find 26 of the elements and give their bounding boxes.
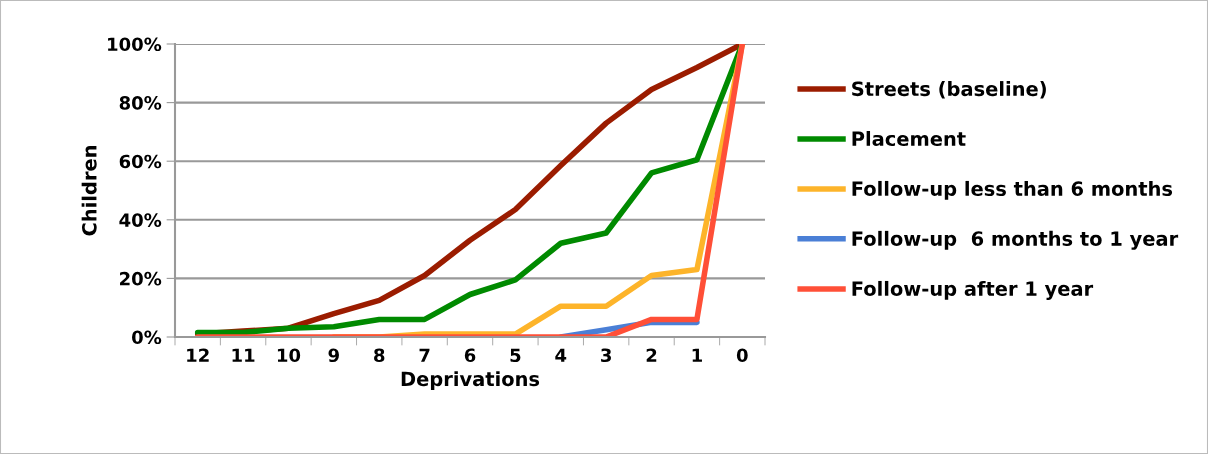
x-tick-label: 0 [736,348,748,363]
x-tick-label: 12 [187,348,209,362]
y-tick-label: 100% [108,37,162,52]
legend-label: Placement [852,131,966,147]
x-tick-label: 5 [510,348,521,363]
x-tick-label: 8 [374,348,385,363]
y-tick-label: 20% [120,271,162,286]
legend-label: Follow-up less than 6 months [852,180,1173,200]
x-tick-label: 3 [601,348,611,363]
legend-label: Streets (baseline) [852,81,1046,99]
y-tick-label: 0% [132,330,162,345]
x-tick-label: 7 [419,348,430,362]
y-tick-label: 60% [119,154,162,169]
x-tick-label: 1 [692,348,702,362]
x-tick-label: 9 [328,348,339,363]
y-tick-label: 40% [119,213,162,227]
x-tick-label: 11 [232,348,255,362]
x-tick-label: 4 [555,348,567,362]
y-tick-label: 80% [119,96,162,110]
x-axis-title: Deprivations [401,371,540,390]
x-tick-label: 6 [464,348,476,363]
y-axis-title: Children [81,146,97,236]
legend-label: Follow-up 6 months to 1 year [852,230,1179,250]
x-tick-label: 10 [277,348,301,363]
legend-label: Follow-up after 1 year [852,280,1094,300]
x-tick-label: 2 [646,348,657,362]
